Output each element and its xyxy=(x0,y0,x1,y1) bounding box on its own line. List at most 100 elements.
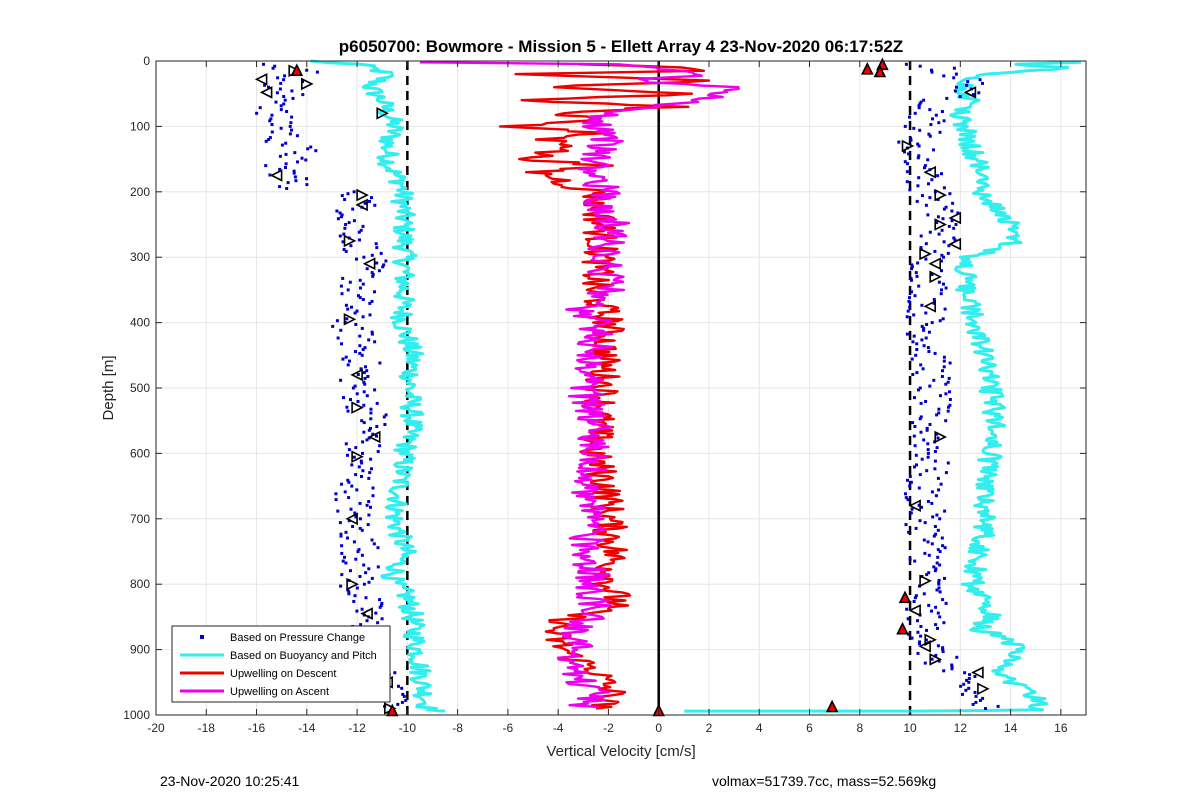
point-based-on-pressure-change xyxy=(978,78,982,82)
black-triangle-marker xyxy=(977,682,990,696)
point-based-on-pressure-change xyxy=(934,532,938,536)
point-based-on-pressure-change xyxy=(916,630,920,634)
point-based-on-pressure-change xyxy=(934,567,938,571)
point-based-on-pressure-change xyxy=(950,219,954,223)
point-based-on-pressure-change xyxy=(341,276,345,280)
point-based-on-pressure-change xyxy=(351,386,355,390)
point-based-on-pressure-change xyxy=(274,100,278,104)
point-based-on-pressure-change xyxy=(336,336,340,340)
point-based-on-pressure-change xyxy=(361,315,365,319)
point-based-on-pressure-change xyxy=(968,673,972,677)
point-based-on-pressure-change xyxy=(930,70,934,74)
point-based-on-pressure-change xyxy=(360,419,364,423)
point-based-on-pressure-change xyxy=(962,682,966,686)
point-based-on-pressure-change xyxy=(365,438,369,442)
point-based-on-pressure-change xyxy=(362,582,366,586)
point-based-on-pressure-change xyxy=(916,156,920,160)
point-based-on-pressure-change xyxy=(360,475,363,478)
point-based-on-pressure-change xyxy=(937,586,941,590)
point-based-on-pressure-change xyxy=(940,536,944,540)
point-based-on-pressure-change xyxy=(344,303,348,307)
point-based-on-pressure-change xyxy=(375,401,379,405)
x-tick-label: 12 xyxy=(954,721,968,735)
point-based-on-pressure-change xyxy=(973,690,977,694)
y-axis-label: Depth [m] xyxy=(100,355,117,420)
black-triangle-marker xyxy=(918,640,931,653)
point-based-on-pressure-change xyxy=(400,700,404,704)
point-based-on-pressure-change xyxy=(934,494,938,498)
point-based-on-pressure-change xyxy=(932,301,936,305)
point-based-on-pressure-change xyxy=(401,692,405,696)
point-based-on-pressure-change xyxy=(357,548,361,552)
point-based-on-pressure-change xyxy=(367,567,371,571)
point-based-on-pressure-change xyxy=(926,500,930,503)
black-triangle-marker xyxy=(351,450,364,463)
point-based-on-pressure-change xyxy=(350,305,353,309)
point-based-on-pressure-change xyxy=(937,582,941,586)
point-based-on-pressure-change xyxy=(925,469,929,473)
black-triangle-marker xyxy=(908,604,921,617)
point-based-on-pressure-change xyxy=(373,340,377,344)
point-based-on-pressure-change xyxy=(917,104,921,108)
y-tick-label: 100 xyxy=(130,119,150,133)
point-based-on-pressure-change xyxy=(940,172,943,176)
point-based-on-pressure-change xyxy=(950,667,954,671)
point-based-on-pressure-change xyxy=(940,288,943,292)
point-based-on-pressure-change xyxy=(370,467,373,471)
point-based-on-pressure-change xyxy=(367,580,371,584)
point-based-on-pressure-change xyxy=(904,492,907,496)
point-based-on-pressure-change xyxy=(926,346,930,350)
point-based-on-pressure-change xyxy=(370,196,373,200)
red-triangle-marker xyxy=(873,64,887,78)
x-tick-label: -16 xyxy=(248,721,266,735)
point-based-on-pressure-change xyxy=(365,619,369,623)
point-based-on-pressure-change xyxy=(942,240,946,244)
x-tick-label: -12 xyxy=(348,721,366,735)
point-based-on-pressure-change xyxy=(378,361,382,365)
point-based-on-pressure-change xyxy=(350,484,354,488)
point-based-on-pressure-change xyxy=(917,106,921,110)
y-tick-label: 800 xyxy=(130,577,150,591)
point-based-on-pressure-change xyxy=(282,102,286,106)
point-based-on-pressure-change xyxy=(351,207,355,211)
point-based-on-pressure-change xyxy=(346,478,350,482)
point-based-on-pressure-change xyxy=(907,152,911,156)
point-based-on-pressure-change xyxy=(964,688,968,692)
point-based-on-pressure-change xyxy=(382,415,386,419)
point-based-on-pressure-change xyxy=(362,430,366,434)
point-based-on-pressure-change xyxy=(384,259,388,263)
point-based-on-pressure-change xyxy=(942,365,946,369)
point-based-on-pressure-change xyxy=(290,128,293,132)
point-based-on-pressure-change xyxy=(996,704,1000,708)
point-based-on-pressure-change xyxy=(926,158,930,162)
point-based-on-pressure-change xyxy=(948,390,951,394)
point-based-on-pressure-change xyxy=(367,436,371,440)
point-based-on-pressure-change xyxy=(340,544,344,548)
point-based-on-pressure-change xyxy=(911,373,915,376)
point-based-on-pressure-change xyxy=(910,357,914,361)
point-based-on-pressure-change xyxy=(937,488,941,492)
point-based-on-pressure-change xyxy=(950,665,954,669)
point-based-on-pressure-change xyxy=(923,661,927,665)
legend-label-based-on-buoyancy-and-pitch: Based on Buoyancy and Pitch xyxy=(230,650,377,662)
point-based-on-pressure-change xyxy=(918,473,922,477)
point-based-on-pressure-change xyxy=(279,126,283,130)
point-based-on-pressure-change xyxy=(942,207,946,211)
point-based-on-pressure-change xyxy=(371,432,375,436)
point-based-on-pressure-change xyxy=(917,486,921,490)
point-based-on-pressure-change xyxy=(922,344,926,348)
point-based-on-pressure-change xyxy=(360,326,364,330)
series-line-upwelling-on-descent xyxy=(498,63,711,710)
point-based-on-pressure-change xyxy=(381,265,385,269)
point-based-on-pressure-change xyxy=(937,578,941,582)
point-based-on-pressure-change xyxy=(947,376,951,380)
x-tick-label: 2 xyxy=(706,721,713,735)
point-based-on-pressure-change xyxy=(944,601,948,605)
point-based-on-pressure-change xyxy=(925,573,929,577)
legend-label-upwelling-on-ascent: Upwelling on Ascent xyxy=(230,686,329,698)
point-based-on-pressure-change xyxy=(340,482,343,486)
point-based-on-pressure-change xyxy=(919,246,923,250)
point-based-on-pressure-change xyxy=(933,459,937,463)
point-based-on-pressure-change xyxy=(284,141,288,145)
point-based-on-pressure-change xyxy=(342,232,346,236)
